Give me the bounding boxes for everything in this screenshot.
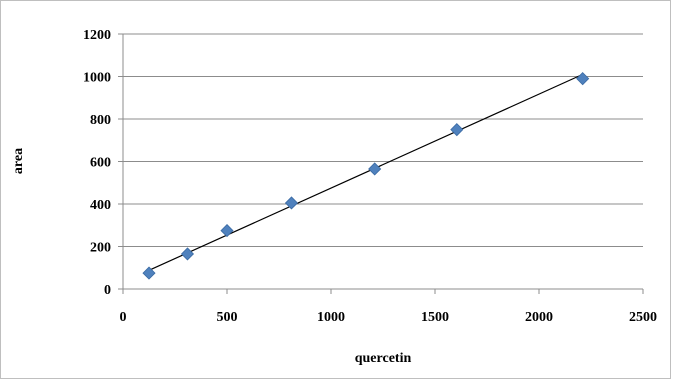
- data-point-1: [142, 266, 156, 280]
- x-tick-label-500: 500: [217, 310, 238, 325]
- data-points: [142, 72, 590, 280]
- y-tick-labels: 0 200 400 600 800 1000 1200: [83, 28, 111, 298]
- x-tick-label-1500: 1500: [421, 310, 449, 325]
- data-point-7: [576, 72, 590, 86]
- x-axis-title: quercetin: [355, 351, 412, 366]
- y-axis-title: area: [11, 148, 26, 174]
- y-tick-label-800: 800: [90, 113, 111, 128]
- data-point-4: [284, 196, 299, 210]
- y-tick-label-1200: 1200: [83, 28, 111, 43]
- x-tick-label-2000: 2000: [525, 310, 553, 325]
- gridlines: [123, 33, 643, 247]
- data-point-2: [180, 247, 195, 261]
- y-tick-label-400: 400: [90, 198, 111, 213]
- x-tick-label-0: 0: [120, 310, 127, 325]
- data-point-3: [220, 223, 234, 238]
- x-tick-label-1000: 1000: [317, 310, 345, 325]
- data-point-6: [450, 123, 464, 137]
- x-tick-labels: 0 500 1000 1500 2000 2500: [120, 310, 658, 325]
- axes: [118, 33, 644, 294]
- trendline-layer: [148, 73, 583, 271]
- x-tick-label-2500: 2500: [629, 310, 657, 325]
- y-tick-label-0: 0: [104, 283, 111, 298]
- y-tick-label-200: 200: [90, 241, 111, 256]
- y-tick-label-1000: 1000: [83, 71, 111, 86]
- data-point-5: [368, 162, 382, 176]
- y-tick-label-600: 600: [90, 156, 111, 171]
- trendline: [148, 73, 583, 271]
